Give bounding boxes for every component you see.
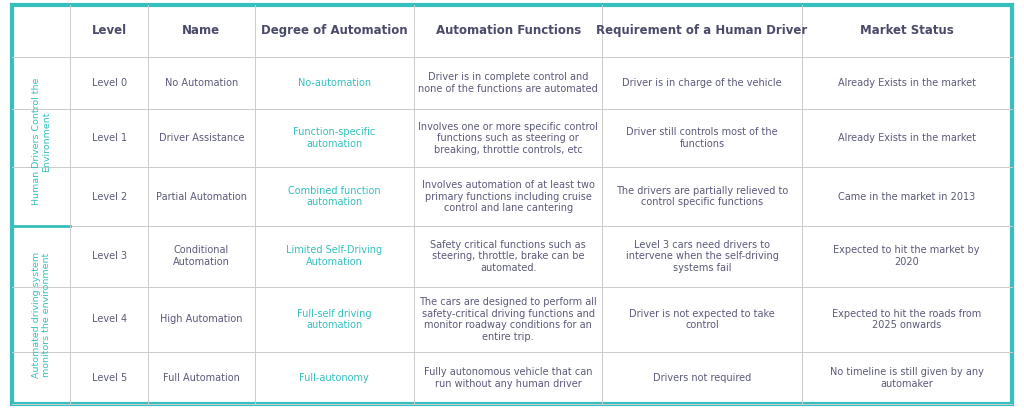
Text: No timeline is still given by any
automaker: No timeline is still given by any automa…	[829, 367, 984, 389]
Text: No-automation: No-automation	[298, 78, 371, 88]
Text: Level 5: Level 5	[91, 373, 127, 383]
Text: Involves one or more specific control
functions such as steering or
breaking, th: Involves one or more specific control fu…	[418, 121, 598, 155]
Text: Level 4: Level 4	[92, 314, 127, 324]
Text: Full-autonomy: Full-autonomy	[299, 373, 370, 383]
Text: The drivers are partially relieved to
control specific functions: The drivers are partially relieved to co…	[616, 186, 788, 207]
Text: Full-self driving
automation: Full-self driving automation	[297, 308, 372, 330]
Text: Already Exists in the market: Already Exists in the market	[838, 133, 976, 143]
Text: Level 0: Level 0	[92, 78, 127, 88]
Text: No Automation: No Automation	[165, 78, 238, 88]
Text: Fully autonomous vehicle that can
run without any human driver: Fully autonomous vehicle that can run wi…	[424, 367, 593, 389]
Text: Safety critical functions such as
steering, throttle, brake can be
automated.: Safety critical functions such as steeri…	[430, 240, 586, 273]
Text: Conditional
Automation: Conditional Automation	[173, 245, 229, 267]
Text: Level 2: Level 2	[91, 191, 127, 202]
Text: Degree of Automation: Degree of Automation	[261, 25, 408, 38]
Text: Driver is in complete control and
none of the functions are automated: Driver is in complete control and none o…	[419, 72, 598, 94]
Text: Involves automation of at least two
primary functions including cruise
control a: Involves automation of at least two prim…	[422, 180, 595, 213]
Text: Driver Assistance: Driver Assistance	[159, 133, 244, 143]
Text: Driver is in charge of the vehicle: Driver is in charge of the vehicle	[623, 78, 782, 88]
Text: Market Status: Market Status	[860, 25, 953, 38]
Text: Limited Self-Driving
Automation: Limited Self-Driving Automation	[287, 245, 382, 267]
Text: Driver still controls most of the
functions: Driver still controls most of the functi…	[627, 128, 778, 149]
Text: Combined function
automation: Combined function automation	[288, 186, 381, 207]
FancyBboxPatch shape	[12, 5, 1012, 404]
Text: Full Automation: Full Automation	[163, 373, 240, 383]
Text: Automation Functions: Automation Functions	[435, 25, 581, 38]
Text: Function-specific
automation: Function-specific automation	[293, 128, 376, 149]
Text: Drivers not required: Drivers not required	[653, 373, 752, 383]
Text: Already Exists in the market: Already Exists in the market	[838, 78, 976, 88]
Text: Human Drivers Control the
Environment: Human Drivers Control the Environment	[32, 78, 51, 205]
Text: Level 1: Level 1	[92, 133, 127, 143]
Text: Level: Level	[92, 25, 127, 38]
Text: Requirement of a Human Driver: Requirement of a Human Driver	[596, 25, 808, 38]
Text: Driver is not expected to take
control: Driver is not expected to take control	[629, 308, 775, 330]
Text: High Automation: High Automation	[160, 314, 243, 324]
Text: Expected to hit the market by
2020: Expected to hit the market by 2020	[834, 245, 980, 267]
Text: Expected to hit the roads from
2025 onwards: Expected to hit the roads from 2025 onwa…	[833, 308, 981, 330]
Text: Name: Name	[182, 25, 220, 38]
Text: Partial Automation: Partial Automation	[156, 191, 247, 202]
Text: Level 3 cars need drivers to
intervene when the self-driving
systems fail: Level 3 cars need drivers to intervene w…	[626, 240, 778, 273]
Text: Automated driving system
monitors the environment: Automated driving system monitors the en…	[32, 252, 51, 378]
Text: Came in the market in 2013: Came in the market in 2013	[838, 191, 975, 202]
Text: The cars are designed to perform all
safety-critical driving functions and
monit: The cars are designed to perform all saf…	[420, 297, 597, 342]
Text: Level 3: Level 3	[92, 251, 127, 261]
